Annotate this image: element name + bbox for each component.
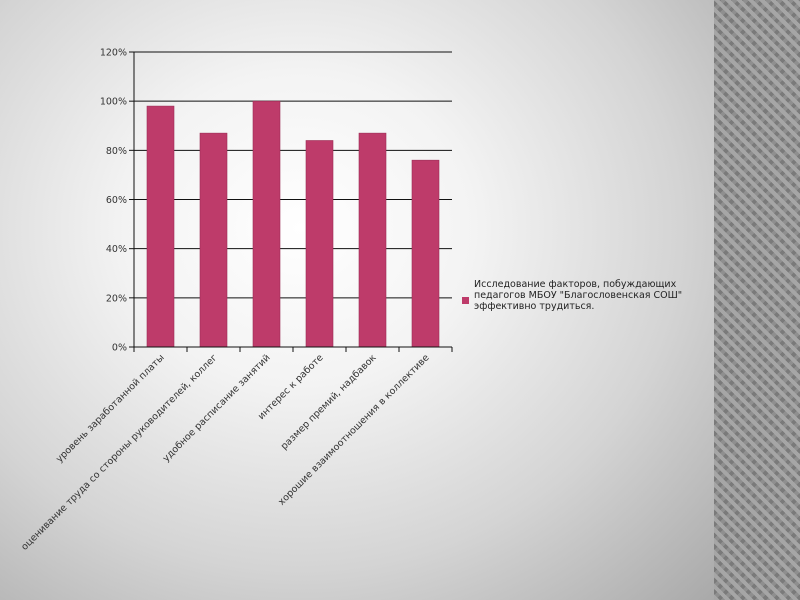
y-tick-label: 80% [106, 146, 127, 157]
x-category-label: размер премий, надбавок [279, 352, 379, 452]
bar-chart: 0% 20% 40% 60% 80% 100% 120% уровень заработанн… [19, 48, 453, 553]
bar [199, 132, 228, 348]
checkered-border [714, 0, 800, 600]
bar [252, 100, 281, 348]
x-category-label: удобное расписание занятий [161, 352, 273, 464]
bar [146, 105, 175, 348]
legend-swatch [462, 297, 469, 304]
x-category-label: оценивание труда со стороны руководителе… [19, 352, 219, 552]
slide-background [0, 0, 714, 600]
legend-series-label: Исследование факторов, побуждающих педаг… [474, 279, 683, 312]
y-tick-label: 0% [112, 343, 127, 354]
x-category-label: уровень заработанной платы [54, 352, 166, 464]
bar [411, 159, 440, 348]
y-tick-label: 40% [106, 244, 127, 255]
y-tick-label: 100% [100, 97, 127, 108]
y-tick-label: 60% [106, 195, 127, 206]
bar [358, 132, 387, 348]
y-tick-label: 120% [100, 48, 127, 59]
y-tick-label: 20% [106, 293, 127, 304]
bar [305, 140, 334, 348]
